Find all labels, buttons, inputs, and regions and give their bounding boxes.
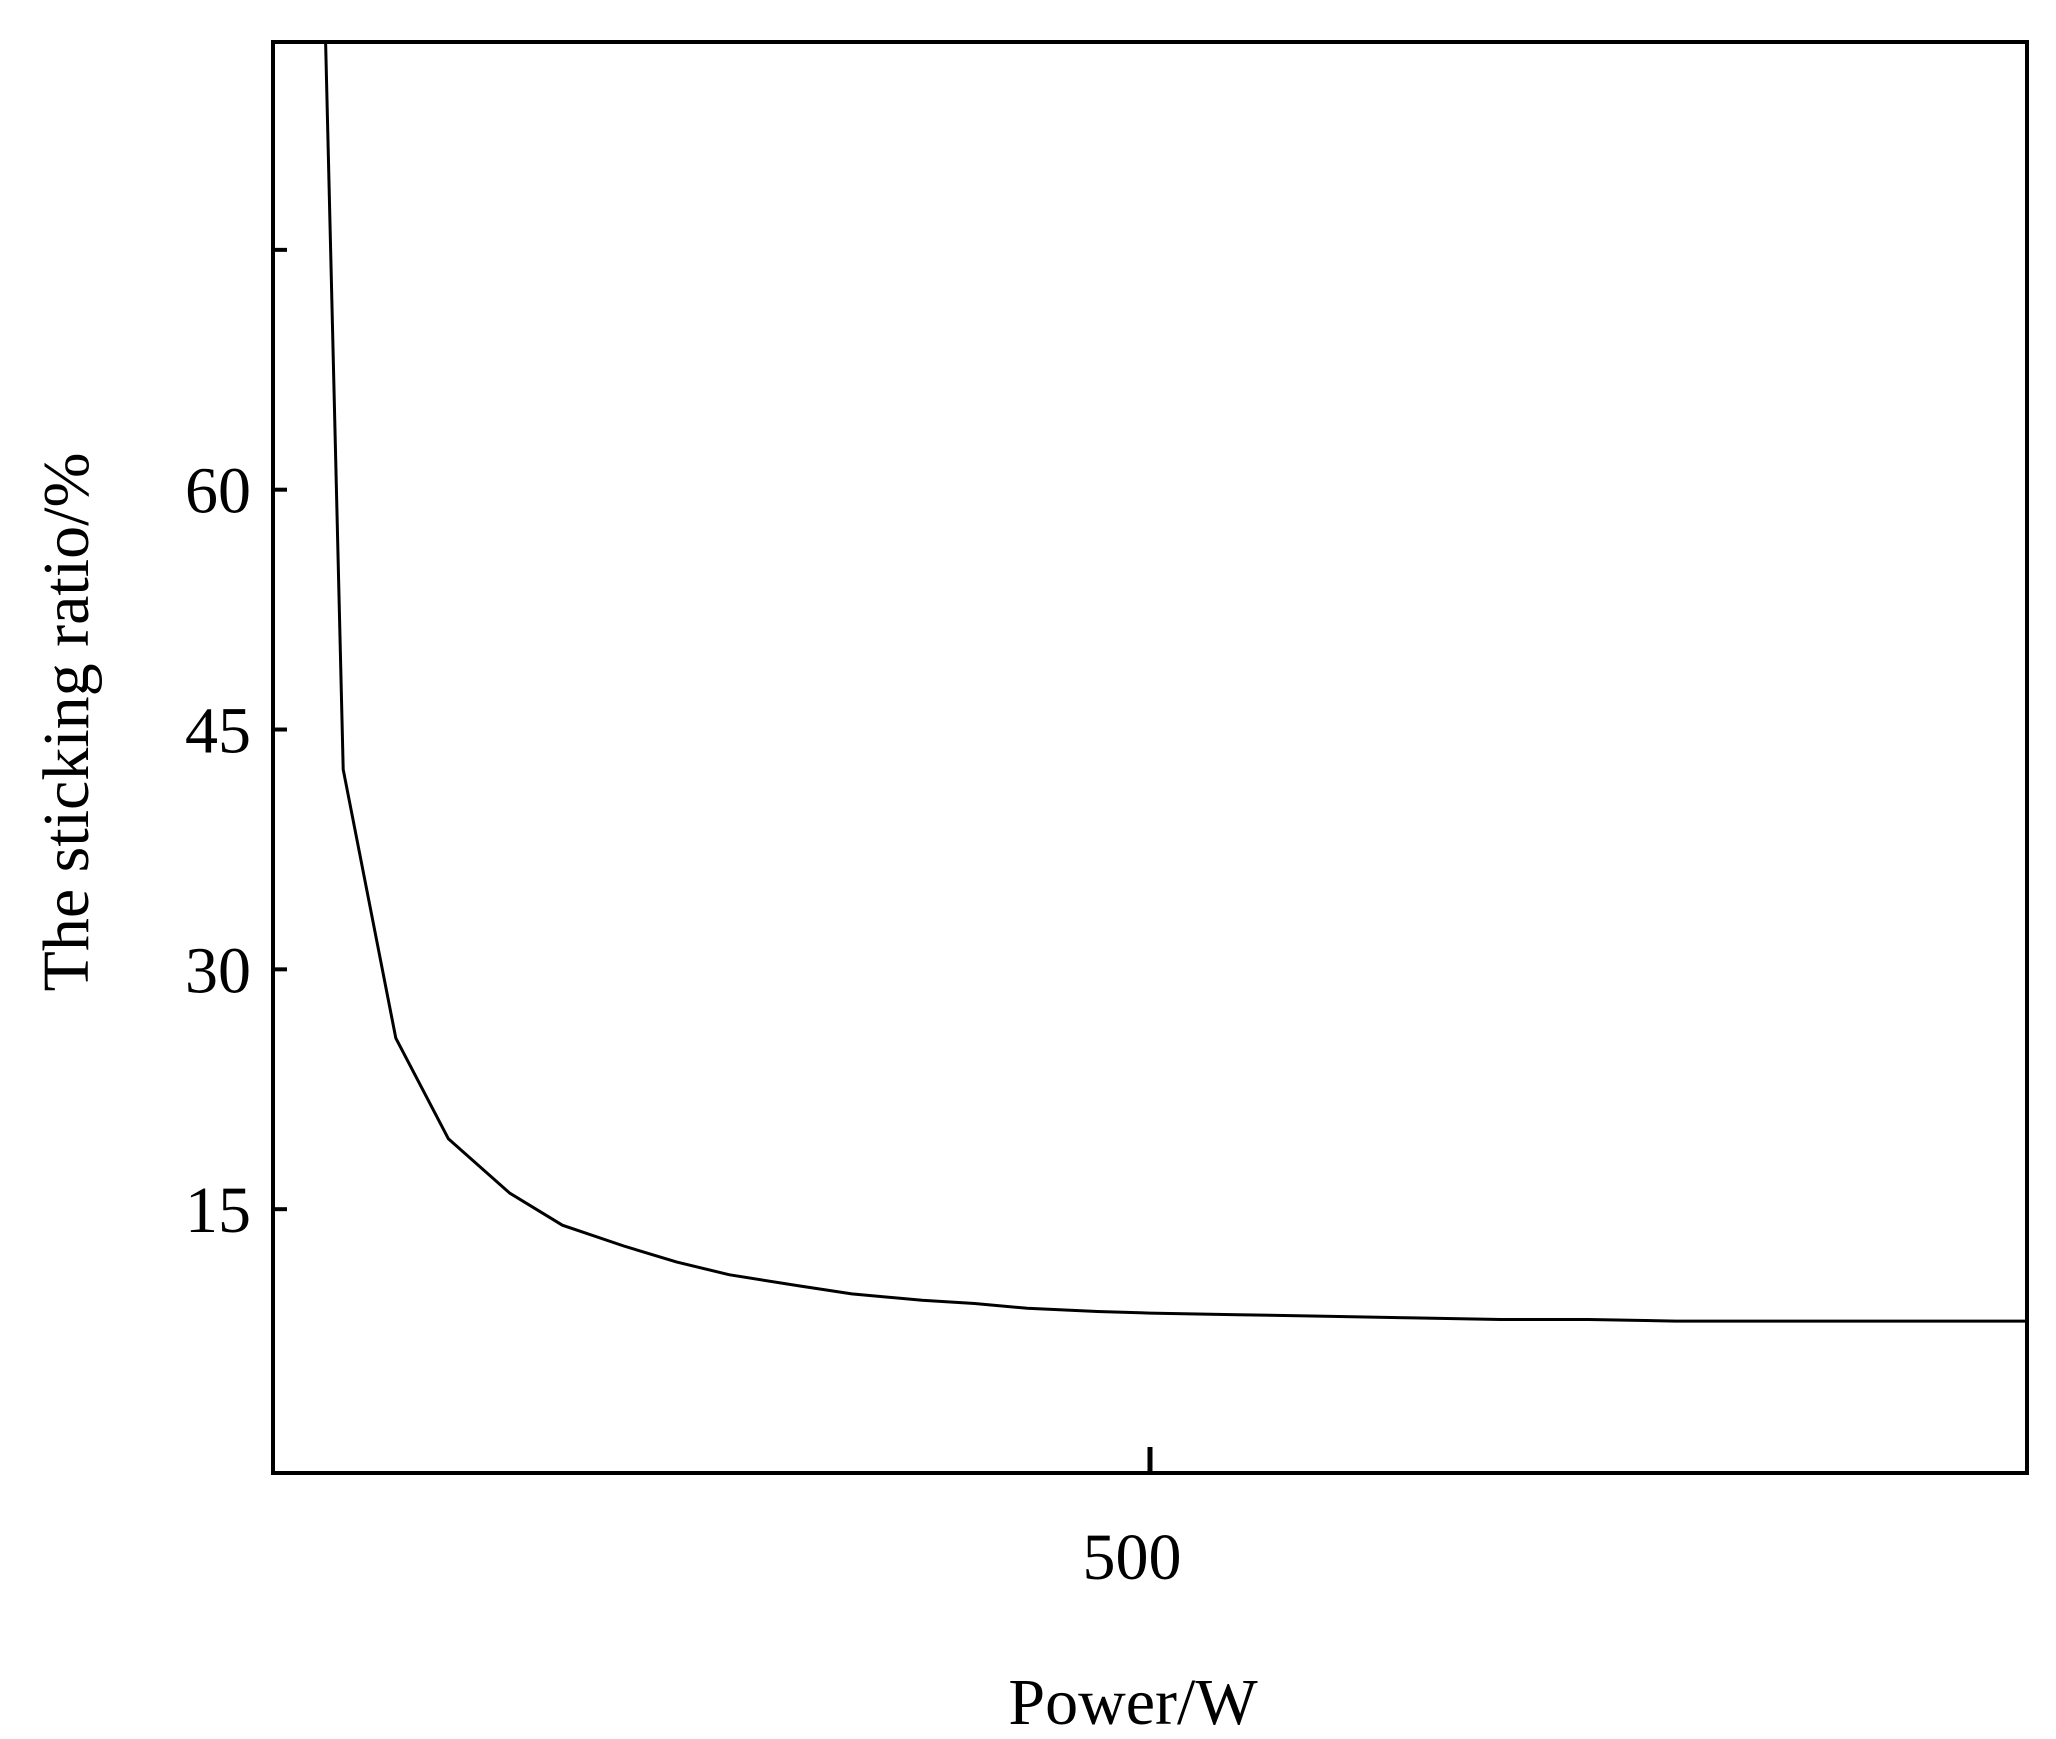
x-tick-label: 500 xyxy=(1083,1521,1182,1594)
x-axis-ticks: 500 xyxy=(1083,1447,1182,1594)
plot-frame xyxy=(271,40,2029,1475)
y-tick-label: 60 xyxy=(185,455,251,528)
series-line xyxy=(324,41,2027,1323)
y-tick-label: 15 xyxy=(185,1174,251,1247)
y-axis-title: The sticking ratio/% xyxy=(30,453,103,992)
y-axis-ticks: 15 30 45 60 xyxy=(185,247,287,1247)
y-tick-label: 45 xyxy=(185,695,251,768)
x-axis-title: Power/W xyxy=(1008,1666,1258,1739)
series-group xyxy=(324,41,2027,1323)
y-tick-label: 30 xyxy=(185,934,251,1007)
